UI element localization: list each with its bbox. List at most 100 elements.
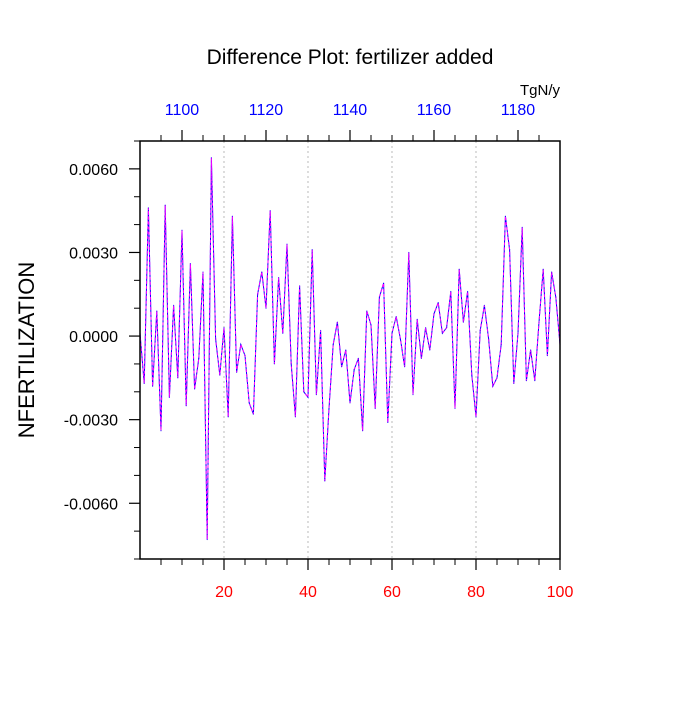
data-point: [328, 407, 330, 410]
series-layer: [139, 157, 561, 541]
data-point: [542, 268, 544, 270]
data-point: [483, 304, 485, 307]
data-point: [206, 538, 208, 541]
data-point: [202, 271, 204, 273]
data-point: [278, 276, 280, 279]
x-tick-label: 60: [383, 584, 401, 601]
data-point: [446, 327, 448, 329]
data-point: [315, 393, 317, 396]
data-point: [143, 382, 145, 385]
data-point: [341, 366, 343, 368]
data-point: [168, 396, 170, 398]
data-point: [521, 226, 523, 228]
y-tick-label: 0.0060: [69, 162, 118, 179]
data-point: [420, 357, 422, 359]
data-point: [236, 371, 238, 373]
data-point: [252, 413, 254, 415]
data-point: [177, 377, 179, 379]
data-point: [290, 363, 292, 365]
data-point: [437, 302, 439, 304]
data-point: [261, 271, 263, 273]
data-point: [513, 382, 515, 385]
data-point: [517, 332, 519, 334]
top-tick-label: 1160: [417, 102, 452, 119]
y-tick-label: -0.0060: [64, 496, 118, 513]
data-point: [265, 307, 267, 309]
data-point: [492, 385, 494, 387]
data-point: [353, 368, 355, 371]
data-point: [467, 290, 469, 293]
data-point: [408, 251, 410, 254]
data-point: [391, 332, 393, 334]
data-point: [488, 338, 490, 340]
x-tick-label: 100: [547, 584, 574, 601]
data-point: [147, 207, 149, 209]
data-point: [504, 215, 506, 217]
data-point: [336, 321, 338, 323]
x-tick-label: 80: [467, 584, 485, 601]
chart-title: Difference Plot: fertilizer added: [207, 46, 494, 69]
data-point: [370, 324, 372, 326]
data-point: [248, 402, 250, 404]
data-point: [303, 391, 305, 393]
data-point: [395, 315, 397, 318]
data-point: [173, 304, 175, 307]
data-point: [412, 393, 414, 396]
data-point: [244, 354, 246, 357]
y-tick-label: -0.0030: [64, 413, 118, 430]
data-point: [458, 268, 460, 270]
data-point: [357, 357, 359, 359]
data-point: [404, 366, 406, 368]
data-point: [475, 416, 477, 418]
data-point: [223, 327, 225, 329]
y-tick-label: 0.0000: [69, 329, 118, 346]
data-point: [181, 229, 183, 231]
data-point: [378, 296, 380, 298]
data-point: [496, 377, 498, 379]
units-label: TgN/y: [520, 82, 561, 99]
data-point: [307, 396, 309, 398]
data-point: [530, 349, 532, 351]
data-point: [500, 343, 502, 346]
data-point: [345, 349, 347, 351]
top-tick-label: 1120: [249, 102, 284, 119]
data-point: [374, 407, 376, 410]
data-point: [194, 388, 196, 390]
data-point: [416, 318, 418, 320]
tick-labels: 20 40 60 80 100 1100 1120 1140 1160 1180 0.0060 0.0…: [64, 102, 574, 601]
data-point: [311, 249, 313, 251]
axis-ticks: [129, 130, 561, 570]
data-point: [425, 327, 427, 329]
data-point: [538, 321, 540, 323]
data-point: [240, 343, 242, 346]
data-point: [462, 321, 464, 323]
data-point: [471, 374, 473, 376]
data-point: [227, 416, 229, 418]
x-tick-label: 20: [215, 584, 233, 601]
top-tick-label: 1100: [165, 102, 200, 119]
series-line-solid: [139, 157, 561, 540]
data-point: [273, 363, 275, 365]
data-point: [257, 293, 259, 295]
data-point: [286, 243, 288, 245]
data-point: [219, 374, 221, 376]
data-point: [189, 263, 191, 265]
series-line-dashed: [139, 157, 561, 540]
data-point: [332, 343, 334, 346]
data-point: [160, 430, 162, 432]
y-tick-label: 0.0030: [69, 245, 118, 262]
data-point: [525, 380, 528, 382]
data-point: [546, 354, 549, 357]
data-point: [185, 405, 187, 407]
data-point: [164, 204, 166, 206]
top-tick-label: 1140: [333, 102, 368, 119]
data-point: [152, 385, 154, 387]
top-tick-label: 1180: [501, 102, 536, 119]
data-point: [210, 157, 212, 159]
grid-lines: [223, 141, 477, 559]
data-point: [399, 338, 401, 340]
data-point: [433, 313, 435, 315]
data-point: [231, 215, 233, 217]
plot-frame: [139, 140, 561, 560]
